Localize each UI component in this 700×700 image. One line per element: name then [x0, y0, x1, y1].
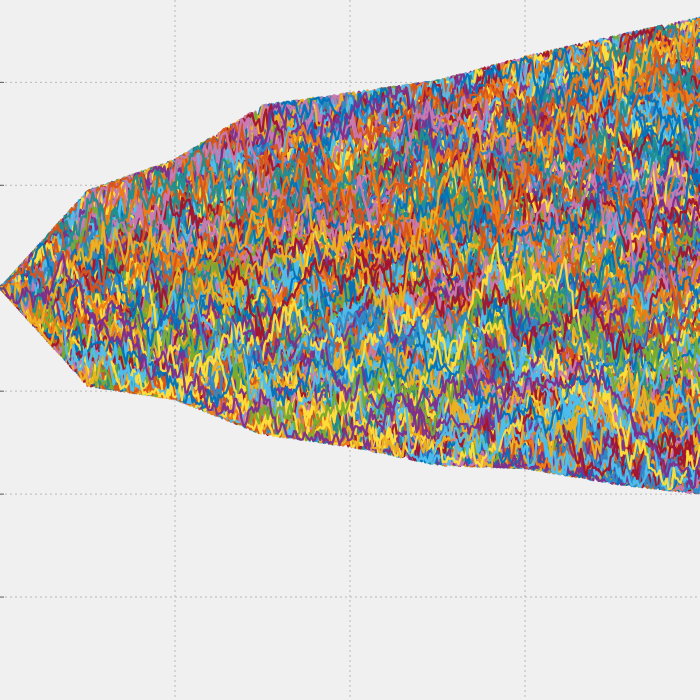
monte-carlo-line-chart [0, 0, 700, 700]
